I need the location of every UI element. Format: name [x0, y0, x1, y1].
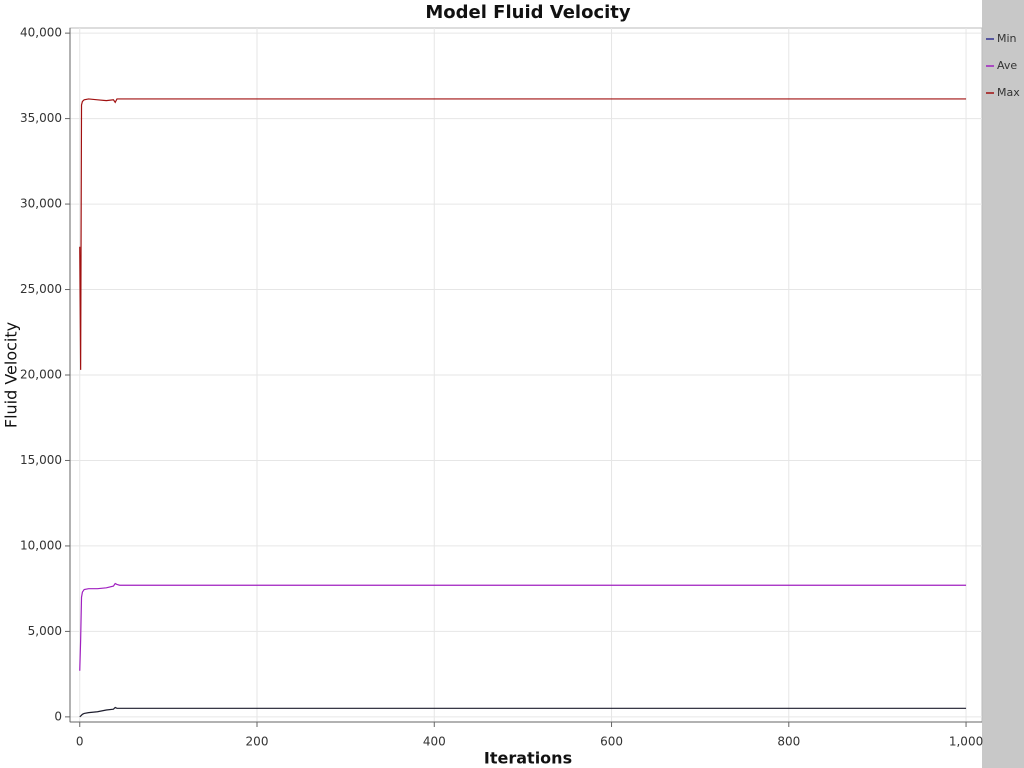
x-tick-label: 800	[777, 735, 800, 749]
x-tick-label: 1,000	[949, 735, 983, 749]
legend-panel	[982, 0, 1024, 768]
y-tick-label: 25,000	[20, 282, 62, 296]
chart-title: Model Fluid Velocity	[425, 2, 631, 23]
y-tick-label: 0	[54, 709, 62, 723]
legend-label: Ave	[997, 59, 1017, 72]
x-tick-label: 200	[246, 735, 269, 749]
x-axis-title: Iterations	[484, 749, 572, 768]
y-axis-title: Fluid Velocity	[2, 322, 21, 428]
y-tick-label: 30,000	[20, 197, 62, 211]
series-line	[79, 582, 967, 671]
y-tick-label: 40,000	[20, 26, 62, 40]
y-tick-label: 10,000	[20, 538, 62, 552]
y-tick-label: 35,000	[20, 111, 62, 125]
x-tick-label: 0	[76, 735, 84, 749]
y-tick-label: 15,000	[20, 453, 62, 467]
legend-label: Min	[997, 32, 1017, 45]
series-line	[79, 98, 967, 370]
y-tick-label: 5,000	[28, 624, 62, 638]
x-tick-label: 400	[423, 735, 446, 749]
x-tick-label: 600	[600, 735, 623, 749]
y-tick-label: 20,000	[20, 368, 62, 382]
legend-label: Max	[997, 86, 1020, 99]
series-line	[79, 706, 967, 718]
